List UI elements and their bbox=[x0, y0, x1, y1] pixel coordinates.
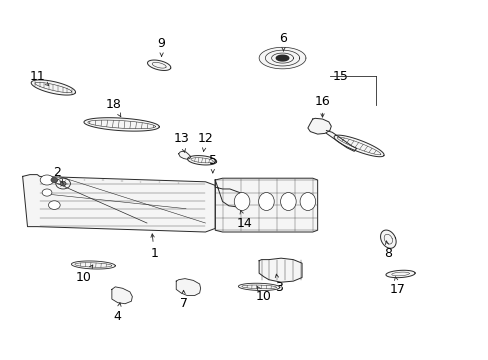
Polygon shape bbox=[238, 283, 279, 291]
Polygon shape bbox=[307, 118, 330, 134]
Polygon shape bbox=[112, 287, 132, 304]
Text: 6: 6 bbox=[279, 32, 287, 51]
Circle shape bbox=[40, 175, 54, 185]
Text: 17: 17 bbox=[389, 277, 405, 296]
Polygon shape bbox=[276, 55, 288, 61]
Circle shape bbox=[51, 177, 58, 183]
Polygon shape bbox=[84, 118, 159, 131]
Text: 14: 14 bbox=[236, 211, 252, 230]
Circle shape bbox=[60, 181, 66, 186]
Text: 8: 8 bbox=[384, 241, 391, 260]
Text: 12: 12 bbox=[197, 132, 213, 151]
Text: 11: 11 bbox=[29, 69, 49, 85]
Ellipse shape bbox=[234, 193, 249, 211]
Ellipse shape bbox=[300, 193, 315, 211]
Polygon shape bbox=[215, 178, 317, 232]
Polygon shape bbox=[380, 230, 395, 248]
Text: 15: 15 bbox=[331, 69, 347, 82]
Polygon shape bbox=[259, 258, 302, 282]
Polygon shape bbox=[385, 270, 414, 278]
Circle shape bbox=[48, 201, 60, 210]
Text: 7: 7 bbox=[179, 290, 187, 310]
Text: 18: 18 bbox=[106, 98, 122, 117]
Text: 1: 1 bbox=[150, 234, 158, 260]
Text: 13: 13 bbox=[173, 132, 188, 152]
Text: 4: 4 bbox=[114, 303, 122, 323]
Text: 3: 3 bbox=[274, 274, 282, 294]
Text: 10: 10 bbox=[76, 265, 93, 284]
Polygon shape bbox=[271, 53, 293, 63]
Polygon shape bbox=[333, 135, 383, 157]
Text: 16: 16 bbox=[314, 95, 330, 117]
Circle shape bbox=[56, 178, 70, 189]
Ellipse shape bbox=[258, 193, 274, 211]
Polygon shape bbox=[71, 261, 115, 269]
Polygon shape bbox=[31, 80, 75, 95]
Polygon shape bbox=[187, 156, 216, 165]
Polygon shape bbox=[178, 151, 190, 159]
Polygon shape bbox=[215, 180, 246, 207]
Text: 2: 2 bbox=[53, 166, 62, 183]
Polygon shape bbox=[176, 279, 200, 296]
Polygon shape bbox=[259, 47, 305, 69]
Polygon shape bbox=[147, 60, 170, 71]
Circle shape bbox=[42, 189, 52, 196]
Text: 5: 5 bbox=[208, 154, 216, 173]
Text: 9: 9 bbox=[157, 37, 165, 56]
Polygon shape bbox=[265, 50, 299, 66]
Ellipse shape bbox=[280, 193, 296, 211]
Polygon shape bbox=[326, 131, 356, 151]
Polygon shape bbox=[22, 175, 215, 232]
Text: 10: 10 bbox=[256, 287, 271, 303]
